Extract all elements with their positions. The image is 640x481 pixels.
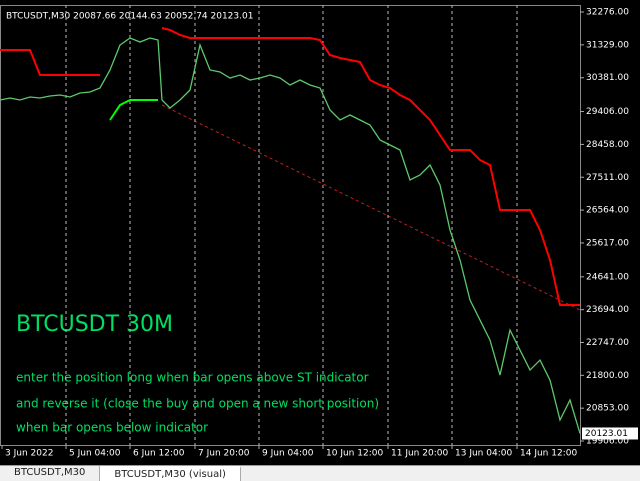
annotation: when bar opens below indicator	[16, 421, 208, 435]
x-tick-label: 9 Jun 04:00	[262, 449, 314, 459]
y-tick-label: 27511.00	[586, 173, 629, 183]
x-tick-label: 14 Jun 12:00	[520, 449, 577, 459]
x-tick-label: 3 Jun 2022	[5, 449, 53, 459]
x-tick-label: 11 Jun 20:00	[391, 449, 448, 459]
y-tick-label: 19906.00	[586, 437, 629, 447]
background	[0, 0, 640, 465]
y-tick-label: 21800.00	[586, 371, 629, 381]
annotation-title: BTCUSDT 30M	[16, 312, 173, 337]
y-tick-label: 26564.00	[586, 206, 629, 216]
tab[interactable]: BTCUSDT,M30	[0, 466, 101, 481]
annotation: and reverse it (close the buy and open a…	[16, 397, 379, 411]
y-tick-label: 31329.00	[586, 40, 629, 50]
y-tick-label: 32276.00	[586, 8, 629, 18]
tab-bar: BTCUSDT,M30 BTCUSDT,M30 (visual)	[0, 465, 640, 481]
y-tick-label: 20853.00	[586, 404, 629, 414]
annotation: enter the position long when bar opens a…	[16, 371, 369, 385]
series-line	[0, 27, 580, 307]
plot-frame	[0, 5, 581, 446]
y-tick-label: 23694.00	[586, 305, 629, 315]
x-tick-label: 7 Jun 20:00	[198, 449, 250, 459]
x-tick-label: 6 Jun 12:00	[133, 449, 185, 459]
y-tick-label: 25617.00	[586, 238, 629, 248]
y-tick-label: 30381.00	[586, 73, 629, 83]
chart-title: BTCUSDT,M30 20087.66 20144.63 20052.74 2…	[6, 12, 253, 22]
current-price-box	[582, 427, 638, 440]
series-line	[0, 37, 581, 434]
x-tick-label: 10 Jun 12:00	[326, 449, 383, 459]
series-line	[109, 98, 158, 121]
y-tick-label: 28458.00	[586, 140, 629, 150]
x-tick-label: 5 Jun 04:00	[69, 449, 121, 459]
x-tick-label: 13 Jun 04:00	[455, 449, 512, 459]
y-tick-label: 22747.00	[586, 338, 629, 348]
y-tick-label: 29406.00	[586, 107, 629, 117]
tab[interactable]: BTCUSDT,M30 (visual)	[100, 466, 241, 481]
current-price-label: 20123.01	[585, 429, 628, 439]
y-tick-label: 24641.00	[586, 272, 629, 282]
chart: BTCUSDT,M30 20087.66 20144.63 20052.74 2…	[0, 0, 640, 465]
